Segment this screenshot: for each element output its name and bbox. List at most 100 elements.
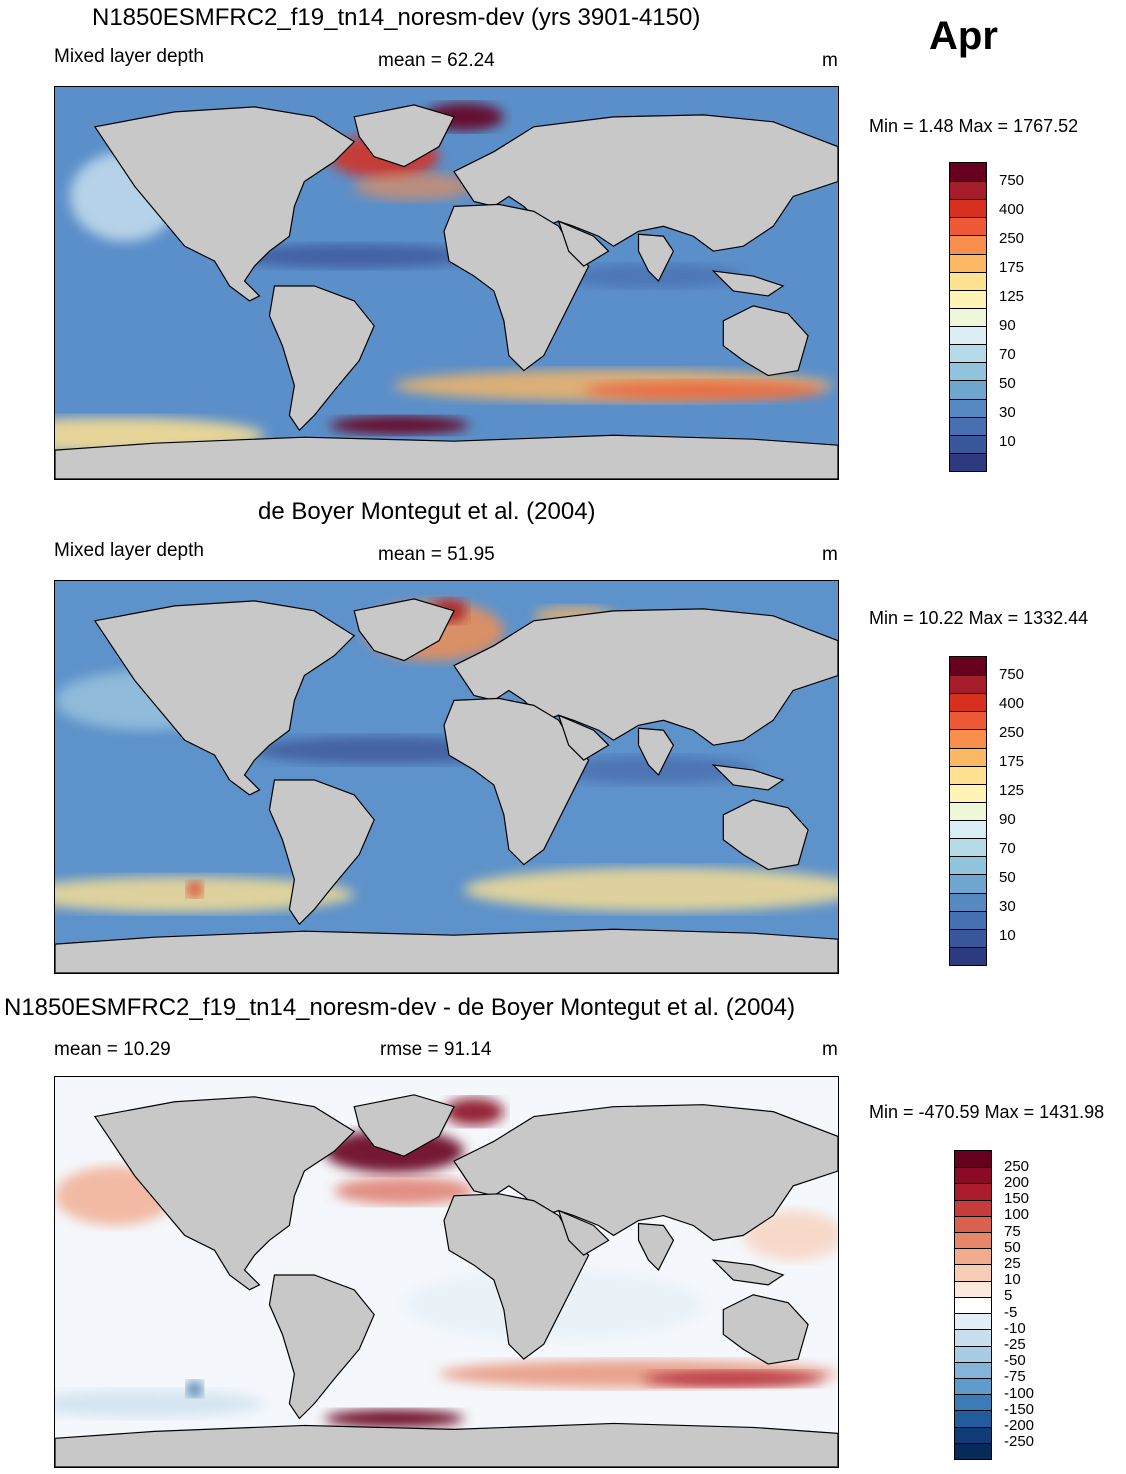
colorbar-tick-label: 30 bbox=[999, 403, 1016, 421]
colorbar-tick-label: -50 bbox=[1004, 1352, 1026, 1370]
colorbar-segment bbox=[950, 747, 986, 766]
colorbar-segment bbox=[950, 253, 986, 272]
panel3-map bbox=[54, 1076, 839, 1468]
colorbar-segment bbox=[950, 307, 986, 327]
colorbar-tick-label: 50 bbox=[1004, 1238, 1021, 1256]
mld-anomaly-region bbox=[334, 1176, 474, 1205]
panel2-variable-label: Mixed layer depth bbox=[54, 540, 204, 561]
panel1-variable-label: Mixed layer depth bbox=[54, 46, 204, 67]
month-label: Apr bbox=[929, 14, 998, 58]
colorbar-segment bbox=[955, 1442, 991, 1459]
land-mass bbox=[637, 1222, 675, 1272]
colorbar-segment bbox=[950, 928, 986, 947]
colorbar-tick-label: 100 bbox=[1004, 1206, 1030, 1224]
land-mass bbox=[722, 305, 809, 377]
colorbar-tick-label: 250 bbox=[999, 723, 1025, 741]
mld-anomaly-region bbox=[643, 1370, 824, 1387]
land-mass bbox=[637, 727, 675, 777]
colorbar-tick-label: 90 bbox=[999, 316, 1016, 334]
colorbar-tick-label: 200 bbox=[1004, 1173, 1030, 1191]
colorbar-tick-label: 70 bbox=[999, 839, 1016, 857]
panel2-map bbox=[54, 580, 839, 974]
colorbar-segment bbox=[950, 874, 986, 893]
panel1-title: N1850ESMFRC2_f19_tn14_noresm-dev (yrs 39… bbox=[92, 4, 701, 31]
colorbar-tick-label: 125 bbox=[999, 287, 1025, 305]
panel2-colorbar bbox=[949, 656, 987, 966]
mld-anomaly-region bbox=[464, 867, 838, 912]
land-mass bbox=[353, 104, 455, 168]
colorbar-segment bbox=[950, 856, 986, 875]
colorbar-segment bbox=[955, 1183, 991, 1200]
colorbar-segment bbox=[950, 820, 986, 839]
colorbar-tick-label: 125 bbox=[999, 781, 1025, 799]
colorbar-segment bbox=[950, 783, 986, 802]
colorbar-segment bbox=[955, 1410, 991, 1427]
colorbar-segment bbox=[950, 362, 986, 381]
panel1-mean-label: mean = 62.24 bbox=[378, 50, 495, 71]
land-mass bbox=[443, 1193, 590, 1360]
colorbar-segment bbox=[950, 711, 986, 730]
panel2-units-label: m bbox=[822, 544, 838, 565]
colorbar-tick-label: -75 bbox=[1004, 1368, 1026, 1386]
colorbar-segment bbox=[955, 1345, 991, 1362]
colorbar-tick-label: 90 bbox=[999, 810, 1016, 828]
colorbar-segment bbox=[955, 1199, 991, 1216]
colorbar-segment bbox=[950, 675, 986, 694]
mld-anomaly-region bbox=[444, 1097, 504, 1126]
colorbar-segment bbox=[950, 729, 986, 748]
land-mass bbox=[93, 1096, 356, 1291]
world-map-svg bbox=[55, 1077, 838, 1467]
colorbar-segment bbox=[955, 1426, 991, 1443]
panel2-mean-label: mean = 51.95 bbox=[378, 544, 495, 565]
land-mass bbox=[443, 203, 590, 372]
mld-anomaly-region bbox=[324, 1409, 464, 1428]
colorbar-tick-label: 70 bbox=[999, 345, 1016, 363]
land-mass bbox=[55, 434, 838, 479]
colorbar-tick-label: -5 bbox=[1004, 1303, 1018, 1321]
colorbar-tick-label: -150 bbox=[1004, 1400, 1035, 1418]
colorbar-segment bbox=[950, 946, 986, 965]
panel3-minmax-label: Min = -470.59 Max = 1431.98 bbox=[869, 1102, 1105, 1122]
land-mass bbox=[453, 1104, 838, 1241]
colorbar-segment bbox=[950, 199, 986, 218]
land-mass bbox=[268, 285, 375, 432]
land-mass bbox=[557, 714, 610, 761]
colorbar-tick-label: -10 bbox=[1004, 1319, 1026, 1337]
colorbar-segment bbox=[950, 801, 986, 821]
mld-anomaly-region bbox=[583, 380, 824, 401]
colorbar-segment bbox=[955, 1232, 991, 1249]
colorbar-segment bbox=[950, 416, 986, 435]
colorbar-tick-label: 250 bbox=[999, 229, 1025, 247]
land-mass bbox=[443, 697, 590, 866]
colorbar-tick-label: -200 bbox=[1004, 1417, 1035, 1435]
colorbar-segment bbox=[950, 235, 986, 254]
colorbar-segment bbox=[950, 163, 986, 182]
mld-anomaly-region bbox=[234, 244, 474, 269]
land-mass bbox=[268, 779, 375, 926]
colorbar-segment bbox=[950, 452, 986, 471]
land-mass bbox=[557, 220, 610, 267]
land-mass bbox=[353, 1094, 455, 1157]
land-mass bbox=[93, 600, 356, 796]
colorbar-segment bbox=[950, 693, 986, 712]
land-mass bbox=[55, 928, 838, 973]
colorbar-tick-label: 10 bbox=[999, 926, 1016, 944]
colorbar-segment bbox=[950, 217, 986, 236]
colorbar-tick-label: 175 bbox=[999, 752, 1025, 770]
land-mass bbox=[711, 764, 785, 791]
panel3-mean-label: mean = 10.29 bbox=[54, 1039, 171, 1060]
colorbar-tick-label: 400 bbox=[999, 694, 1025, 712]
colorbar-segment bbox=[950, 765, 986, 784]
world-map-svg bbox=[55, 581, 838, 973]
colorbar-segment bbox=[950, 910, 986, 929]
colorbar-segment bbox=[955, 1280, 991, 1297]
land-mass bbox=[268, 1274, 375, 1420]
colorbar-segment bbox=[950, 838, 986, 857]
colorbar-segment bbox=[950, 892, 986, 911]
colorbar-segment bbox=[955, 1329, 991, 1346]
colorbar-segment bbox=[950, 344, 986, 363]
colorbar-segment bbox=[955, 1361, 991, 1378]
colorbar-segment bbox=[950, 289, 986, 308]
colorbar-segment bbox=[950, 434, 986, 453]
colorbar-segment bbox=[955, 1296, 991, 1314]
